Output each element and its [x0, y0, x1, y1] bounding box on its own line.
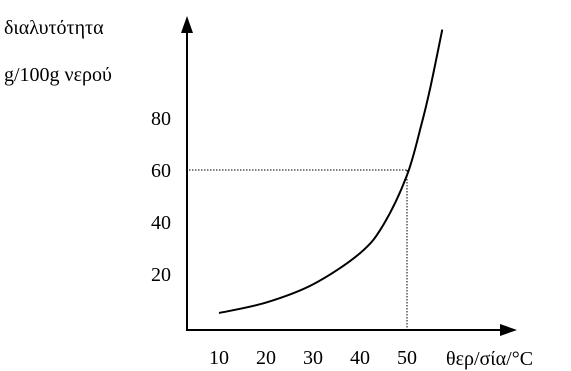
y-axis-label-line1: διαλυτότητα: [4, 17, 104, 39]
y-tick-label: 80: [151, 108, 171, 130]
y-tick-label: 40: [151, 212, 171, 234]
y-tick-label: 20: [151, 264, 171, 286]
x-tick-label: 20: [256, 347, 276, 369]
x-tick-label: 40: [350, 347, 370, 369]
x-tick-label: 50: [397, 347, 417, 369]
y-tick-label: 60: [151, 160, 171, 182]
x-tick-label: 30: [303, 347, 323, 369]
y-axis-arrowhead: [181, 16, 193, 33]
x-tick-label: 10: [209, 347, 229, 369]
x-axis-label: θερ/σία/°C: [446, 348, 533, 370]
solubility-curve: [218, 29, 444, 314]
y-axis-label-line2: g/100g νερού: [4, 64, 112, 86]
x-axis-arrowhead: [500, 324, 517, 336]
